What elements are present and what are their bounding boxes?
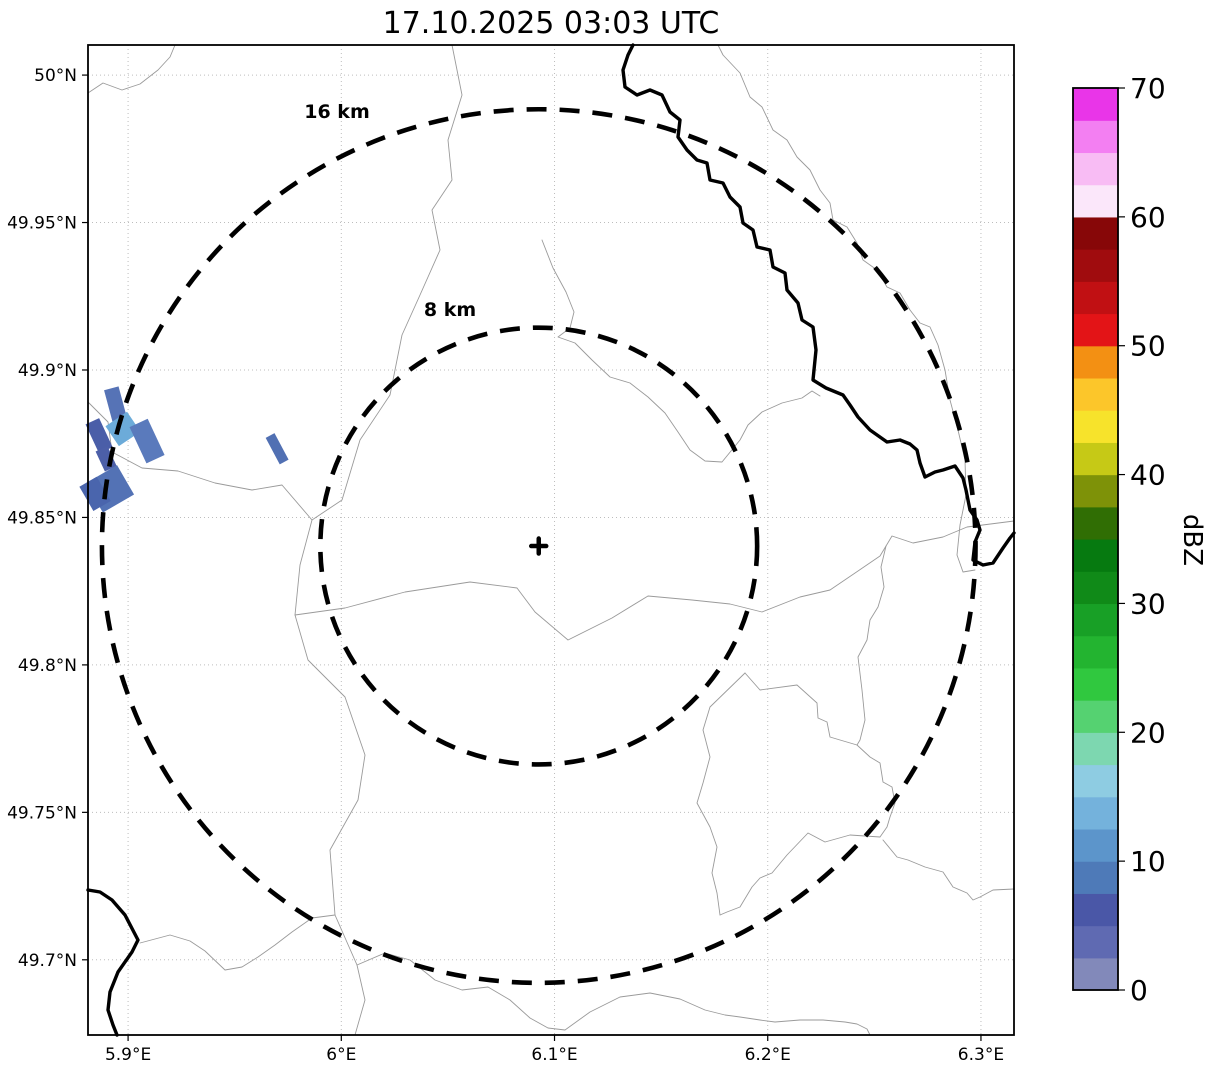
colorbar-band <box>1073 667 1118 701</box>
colorbar: 0 10 20 30 40 50 60 70 <box>1072 72 1166 1007</box>
colorbar-band <box>1073 410 1118 443</box>
admin-boundary-line <box>294 44 463 1036</box>
y-tick-label: 49.95°N <box>7 214 77 234</box>
x-tick-label: 6.2°E <box>745 1045 791 1065</box>
y-tick-label: 49.8°N <box>18 656 77 676</box>
colorbar-band <box>1073 313 1118 347</box>
country-border-line <box>86 888 140 1037</box>
x-tick-label: 5.9°E <box>105 1045 151 1065</box>
plot-frame <box>87 44 1015 1036</box>
page-title: 17.10.2025 03:03 UTC <box>383 6 720 41</box>
colorbar-tick-label: 20 <box>1130 716 1166 749</box>
admin-boundary-line <box>717 44 976 573</box>
y-tick-label: 50°N <box>34 66 77 86</box>
admin-boundary-line <box>719 672 896 916</box>
colorbar-band <box>1073 957 1118 991</box>
colorbar-axis-label: dBZ <box>1177 514 1207 566</box>
colorbar-band <box>1073 700 1118 733</box>
colorbar-band <box>1073 249 1118 282</box>
radar-echo-bin <box>105 411 141 447</box>
colorbar-band <box>1073 216 1118 250</box>
colorbar-band <box>1073 506 1118 540</box>
radar-echoes <box>79 386 289 513</box>
colorbar-band <box>1073 184 1118 218</box>
admin-boundary-line <box>856 545 887 746</box>
gridlines <box>88 45 1014 1035</box>
colorbar-band <box>1073 828 1118 862</box>
colorbar-band <box>1073 861 1118 894</box>
colorbar-band <box>1073 796 1118 830</box>
y-tick-label: 49.9°N <box>18 361 77 381</box>
admin-boundary-line <box>87 44 176 94</box>
colorbar-band <box>1073 120 1118 154</box>
colorbar-tick-label: 40 <box>1130 459 1166 492</box>
range-ring <box>318 325 760 767</box>
radar-echo-bin <box>265 433 289 465</box>
colorbar-band <box>1073 893 1118 927</box>
colorbar-band <box>1073 539 1118 572</box>
colorbar-band <box>1073 442 1118 476</box>
colorbar-band <box>1073 377 1118 411</box>
admin-boundary-line <box>696 672 746 916</box>
colorbar-band <box>1073 635 1118 669</box>
y-tick-label: 49.7°N <box>18 951 77 971</box>
colorbar-tick-label: 60 <box>1130 201 1166 234</box>
x-tick-label: 6.1°E <box>531 1045 577 1065</box>
range-ring <box>99 106 978 986</box>
colorbar-band <box>1073 603 1118 637</box>
y-tick-label: 49.75°N <box>7 803 77 823</box>
radar-echo-bin <box>129 418 165 464</box>
admin-boundary-line <box>139 914 336 971</box>
colorbar-tick-label: 70 <box>1130 72 1166 105</box>
colorbar-band <box>1073 732 1118 766</box>
center-cross-icon <box>528 536 549 556</box>
admin-boundary-line <box>356 952 871 1036</box>
country-border-line <box>621 43 1016 567</box>
admin-boundary-line <box>294 520 1015 641</box>
colorbar-band <box>1073 474 1118 508</box>
range-rings: 8 km 16 km <box>99 101 978 986</box>
admin-boundary-line <box>882 839 1015 901</box>
x-tick-label: 6°E <box>326 1045 356 1065</box>
colorbar-band <box>1073 925 1118 959</box>
y-tick-label: 49.85°N <box>7 508 77 528</box>
map-boundaries <box>86 43 1016 1037</box>
colorbar-band <box>1073 152 1118 186</box>
colorbar-tick-label: 50 <box>1130 330 1166 363</box>
admin-boundary-line <box>541 239 821 463</box>
colorbar-tick-label: 10 <box>1130 845 1166 878</box>
colorbar-band <box>1073 571 1118 605</box>
colorbar-band <box>1073 281 1118 315</box>
range-ring-label: 8 km <box>424 299 476 321</box>
range-ring-label: 16 km <box>304 101 370 123</box>
colorbar-band <box>1073 345 1118 379</box>
colorbar-band <box>1073 764 1118 798</box>
colorbar-band <box>1073 88 1118 121</box>
x-tick-label: 6.3°E <box>958 1045 1004 1065</box>
radar-center-marker <box>528 536 549 556</box>
colorbar-tick-label: 0 <box>1130 974 1148 1007</box>
radar-echo-bin <box>85 418 113 454</box>
colorbar-frame <box>1072 87 1119 991</box>
colorbar-tick-label: 30 <box>1130 587 1166 620</box>
axes: 5.9°E 6°E 6.1°E 6.2°E 6.3°E 50°N 49.95°N 49.9°N… <box>7 66 1004 1065</box>
